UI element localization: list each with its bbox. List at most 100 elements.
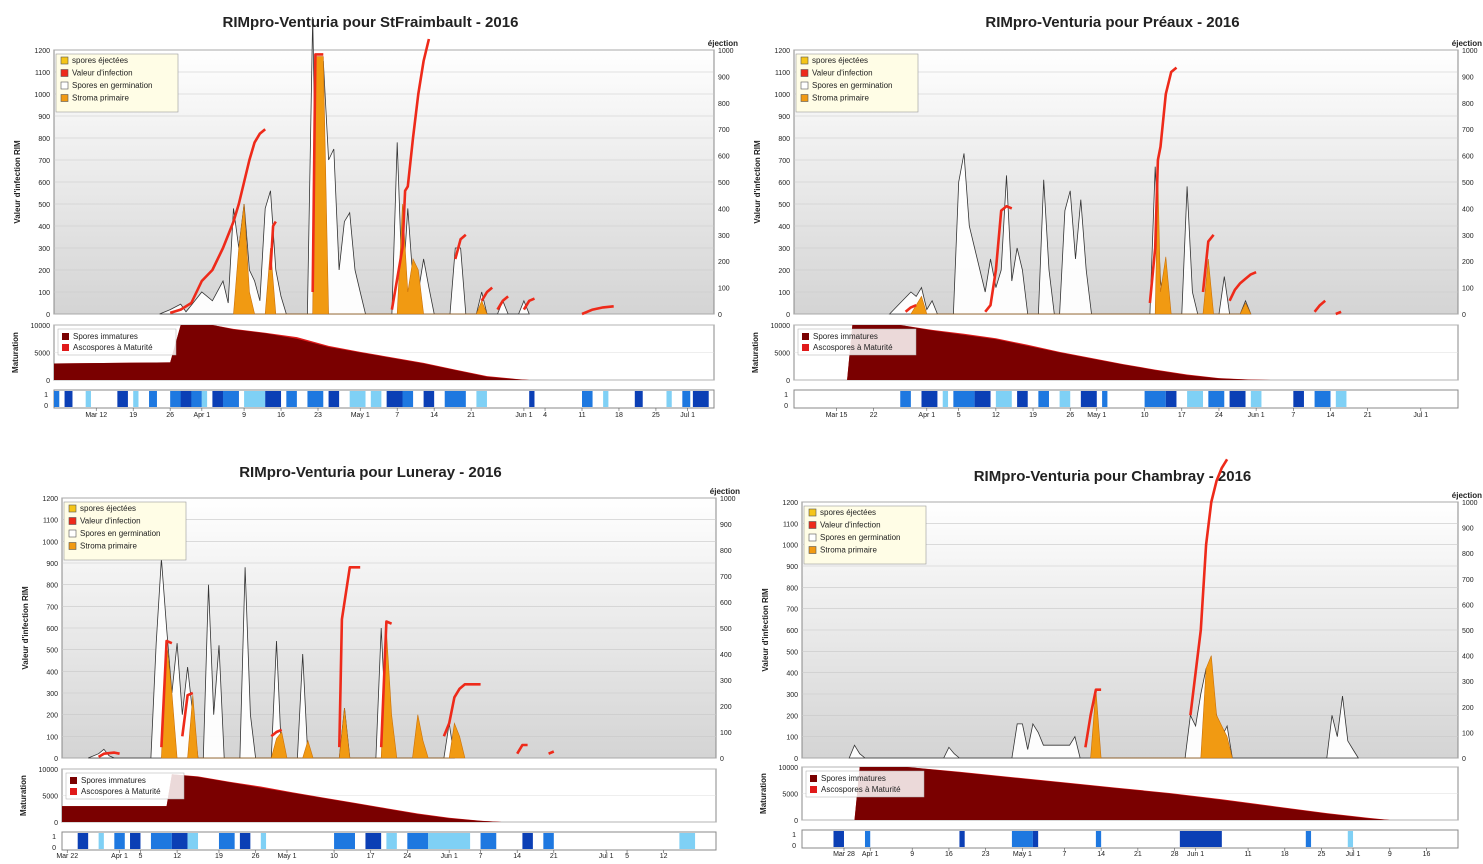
y-tick-label: 300 (46, 691, 58, 698)
maturation-axis-label: Maturation (759, 773, 768, 814)
rain-bar (682, 391, 691, 407)
rain-bar (1314, 391, 1331, 407)
y-tick-label: 900 (786, 564, 798, 571)
infection-line (1313, 299, 1327, 313)
y-tick-label: 800 (46, 583, 58, 590)
x-tick-label: 14 (513, 853, 521, 860)
legend-swatch (808, 533, 817, 542)
y-tick-label: 700 (786, 607, 798, 614)
infection-line (522, 297, 535, 311)
legend-box (795, 53, 919, 113)
y2-tick-label: 600 (1462, 154, 1474, 161)
rain-bar (529, 391, 535, 407)
x-tick-label: 19 (1029, 412, 1037, 419)
legend-label: Valeur d'infection (812, 69, 873, 78)
maturation-legend-swatch (62, 344, 69, 351)
y-tick-label: 400 (778, 224, 790, 231)
rain-bar (1080, 391, 1097, 407)
legend-label: Spores en germination (812, 81, 893, 90)
rain-tick-label: 0 (784, 403, 788, 410)
y2-tick-label: 800 (718, 101, 730, 108)
rain-tick-label: 0 (44, 403, 48, 410)
y-tick-label: 600 (786, 628, 798, 635)
y2-tick-label: 500 (1462, 628, 1474, 635)
stroma-area (1090, 655, 1233, 759)
x-tick-label: 19 (129, 412, 137, 419)
rain-tick-label: 1 (52, 834, 56, 841)
x-tick-label: 10 (330, 853, 338, 860)
rain-bar (679, 833, 696, 849)
rain-bar (959, 831, 965, 847)
legend-swatch (60, 81, 69, 90)
y2-tick-label: 100 (1462, 286, 1474, 293)
y-tick-label: 0 (46, 312, 50, 319)
infection-line (442, 683, 481, 737)
y2-tick-label: 400 (1462, 654, 1474, 661)
x-tick-label: Jun 1 (1248, 412, 1265, 419)
y-tick-label: 300 (778, 246, 790, 253)
legend-swatch (60, 69, 69, 77)
x-tick-label: 14 (430, 412, 438, 419)
x-tick-label: 7 (1291, 412, 1295, 419)
x-tick-label: 12 (173, 853, 181, 860)
rain-bar (349, 391, 366, 407)
legend-label: Valeur d'infection (72, 69, 133, 78)
legend-label: Valeur d'infection (80, 517, 141, 526)
maturation-legend-label: Spores immatures (73, 332, 138, 341)
x-tick-label: May 1 (1087, 412, 1106, 419)
x-tick-label: 26 (166, 412, 174, 419)
rain-bar (239, 833, 251, 849)
rain-bar (54, 391, 60, 407)
y-tick-label: 200 (786, 713, 798, 720)
y-tick-label: 1000 (42, 539, 58, 546)
maturation-tick-label: 0 (794, 818, 798, 825)
x-tick-label: 11 (1244, 851, 1251, 858)
rain-bar (1293, 391, 1304, 407)
x-tick-label: 7 (395, 412, 399, 419)
x-tick-label: 4 (543, 412, 547, 419)
y-tick-label: 600 (778, 180, 790, 187)
infection-line (1084, 688, 1102, 748)
y2-tick-label: 800 (1462, 101, 1474, 108)
infection-line (581, 305, 614, 316)
infection-line (1189, 458, 1229, 716)
chart-panel-preaux: RIMpro-Venturia pour Préaux - 2016 0 100 2… (742, 8, 1483, 428)
x-tick-label: Jul 1 (599, 853, 614, 860)
rain-bar (692, 391, 709, 407)
y-tick-label: 600 (38, 180, 50, 187)
legend-swatch (808, 521, 817, 529)
chart-panel-chambray: RIMpro-Venturia pour Chambray - 2016 0 10… (742, 458, 1483, 864)
x-tick-label: May 1 (1013, 851, 1032, 858)
y-tick-label: 1200 (42, 496, 58, 503)
y2-tick-label: 400 (718, 206, 730, 213)
x-tick-label: 28 (1171, 851, 1179, 858)
y2-tick-label: 900 (1462, 74, 1474, 81)
maturation-tick-label: 10000 (39, 767, 59, 774)
x-tick-label: 11 (578, 412, 585, 419)
rain-bar (1229, 391, 1246, 407)
x-tick-label: Mar 12 (85, 412, 107, 419)
y2-tick-label: 1000 (718, 48, 734, 55)
maturation-legend-label: Ascospores à Maturité (813, 343, 893, 352)
rain-bar (265, 391, 282, 407)
chart-svg: 0100200300400500600700800900100011001200… (751, 39, 1482, 419)
infection-line (169, 128, 267, 315)
infection-line (1228, 270, 1257, 302)
y-tick-label: 400 (46, 669, 58, 676)
maturation-legend-swatch (70, 788, 77, 795)
rain-bar (365, 833, 382, 849)
x-tick-label: 9 (242, 412, 246, 419)
rain-bar (85, 391, 91, 407)
y2-tick-label: 800 (1462, 551, 1474, 558)
rain-bar (1011, 831, 1033, 847)
legend-swatch (800, 69, 809, 77)
chart-svg: 0100200300400500600700800900100011001200… (759, 458, 1482, 858)
legend-box (63, 501, 187, 561)
rain-bar (666, 391, 672, 407)
rain-bar (370, 391, 382, 407)
stroma-area (233, 56, 488, 315)
legend-label: Stroma primaire (72, 94, 129, 103)
chart-panel-luneray: RIMpro-Venturia pour Luneray - 2016 0 100… (0, 458, 741, 864)
x-tick-label: 21 (550, 853, 558, 860)
y-tick-label: 1100 (775, 70, 790, 77)
